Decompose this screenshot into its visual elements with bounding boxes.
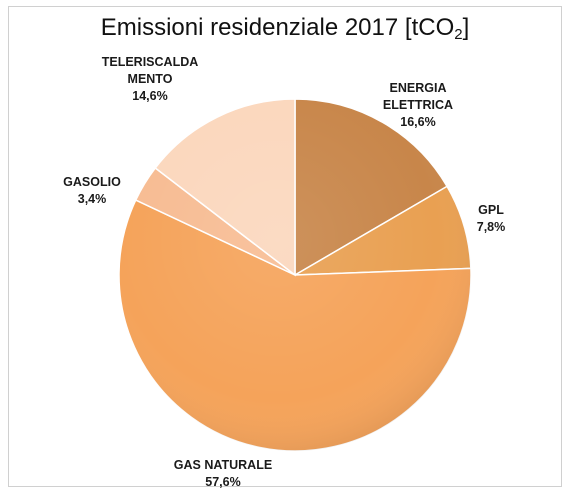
slice-label: GAS NATURALE 57,6% [174,458,272,489]
chart-title-end: ] [462,14,470,41]
pie-shading [119,99,471,451]
chart-title-subscript: 2 [454,26,463,43]
slice-label: ENERGIA ELETTRICA 16,6% [383,81,453,129]
slice-category-label: GPL [478,203,504,217]
slice-category-label: GAS NATURALE [174,458,272,472]
slice-value-label: 3,4% [78,192,107,206]
slice-category-label: ELETTRICA [383,98,453,112]
slice-label: GASOLIO 3,4% [63,175,121,206]
slice-category-label: GASOLIO [63,175,121,189]
chart-title: Emissioni residenziale 2017 [tCO2] [0,14,570,43]
slice-category-label: ENERGIA [390,81,447,95]
slice-category-label: MENTO [128,72,173,86]
chart-title-main: Emissioni residenziale 2017 [tCO [100,14,455,41]
slice-value-label: 16,6% [400,115,435,129]
slice-value-label: 7,8% [477,220,506,234]
slice-label: TELERISCALDA MENTO 14,6% [102,55,199,103]
slice-value-label: 14,6% [132,89,167,103]
slice-category-label: TELERISCALDA [102,55,199,69]
slice-value-label: 57,6% [205,475,240,489]
slice-label: GPL 7,8% [477,203,506,234]
